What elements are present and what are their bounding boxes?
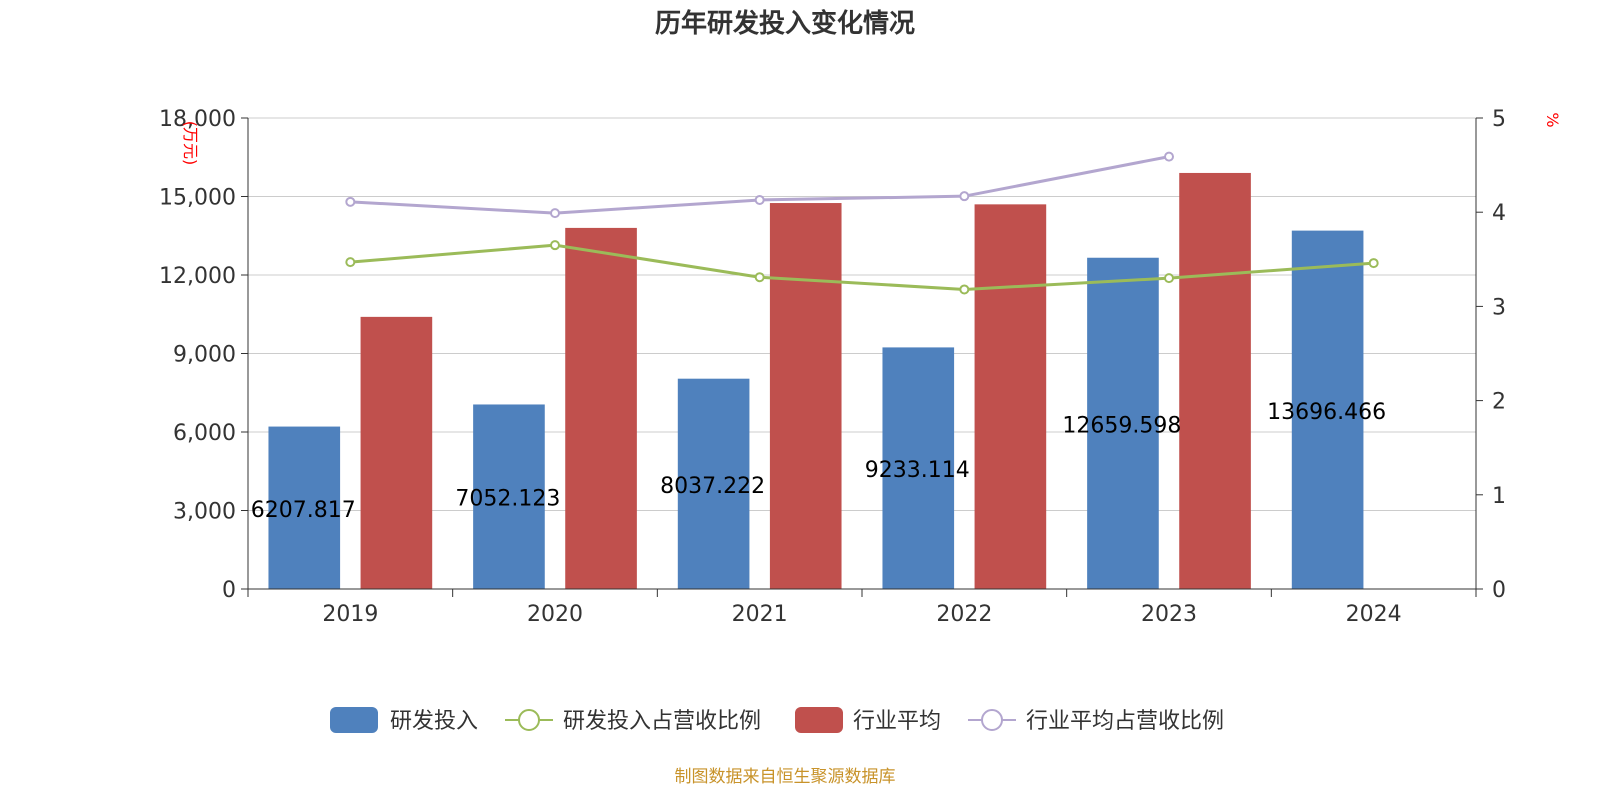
line-point	[754, 272, 765, 283]
legend-label: 研发投入	[390, 709, 478, 734]
legend-swatch-marker	[981, 709, 1003, 731]
y-right-tick-label: 1	[1492, 484, 1506, 509]
y-left-tick-label: 9,000	[173, 343, 236, 368]
bar-rd-2024	[1291, 230, 1364, 590]
bar-rd-2023	[1087, 257, 1159, 589]
x-tick-label: 2020	[527, 602, 583, 627]
bar-rd-2022	[882, 347, 955, 589]
bar-industry-2021	[769, 203, 842, 589]
data-labels: 6207.817 7052.123 8037.222 9233.114 12659.59…	[251, 400, 1386, 523]
x-tick-label: 2024	[1346, 602, 1402, 627]
y-right-tick-label: 0	[1492, 578, 1506, 603]
y-left-tick-label: 0	[222, 578, 236, 603]
gridlines	[248, 117, 1476, 511]
line-point	[550, 208, 560, 219]
bar-rd-2019	[268, 426, 341, 589]
line-point	[1368, 258, 1379, 269]
bar-industry-2023	[1179, 172, 1251, 589]
data-label: 7052.123	[455, 487, 560, 512]
data-label: 13696.466	[1267, 400, 1386, 425]
bar-industry-2019	[360, 316, 433, 589]
y-left-tick-label: 15,000	[159, 186, 236, 211]
lines	[345, 151, 1379, 295]
data-label: 8037.222	[660, 474, 765, 499]
x-tick-label: 2021	[732, 602, 788, 627]
y-left-tick-label: 18,000	[159, 107, 236, 132]
line-point	[1164, 151, 1174, 162]
line-point	[345, 257, 356, 268]
y-right-tick-label: 5	[1492, 107, 1506, 132]
data-label: 12659.598	[1062, 413, 1181, 438]
left-axis-unit: (万元)	[181, 121, 200, 166]
line-series-2	[350, 243, 1374, 291]
legend-label: 行业平均占营收比例	[1026, 709, 1224, 734]
bar-rd-2020	[473, 404, 545, 589]
legend-label: 研发投入占营收比例	[563, 709, 761, 734]
legend: 研发投入 研发投入占营收比例 行业平均 行业平均占营收比例	[330, 707, 1224, 734]
x-tick-label: 2023	[1141, 602, 1197, 627]
legend-swatch-marker	[518, 709, 540, 731]
bar-rd-2021	[677, 378, 750, 589]
y-right-tick-label: 4	[1492, 201, 1506, 226]
line-point	[959, 284, 970, 295]
bar-industry-2022	[974, 204, 1047, 589]
data-label: 9233.114	[865, 458, 970, 483]
y-right-tick-label: 2	[1492, 390, 1506, 415]
x-tick-label: 2019	[322, 602, 378, 627]
bars	[268, 172, 1364, 590]
source-note: 制图数据来自恒生聚源数据库	[675, 767, 896, 787]
x-tick-label: 2022	[936, 602, 992, 627]
legend-label: 行业平均	[853, 709, 941, 734]
data-label: 6207.817	[251, 498, 356, 523]
line-point	[959, 191, 970, 202]
line-point	[345, 196, 356, 207]
chart-title: 历年研发投入变化情况	[655, 8, 915, 39]
y-left-tick-label: 12,000	[159, 264, 236, 289]
y-left-tick-label: 3,000	[173, 500, 236, 525]
axes: 0 3,000 6,000 9,000 12,000 15,000 18,000 0 1 2 3 4 5…	[159, 107, 1506, 627]
legend-swatch-bar	[330, 707, 378, 733]
y-left-tick-label: 6,000	[173, 421, 236, 446]
legend-swatch-bar	[795, 707, 843, 733]
line-point	[1164, 273, 1174, 284]
bar-industry-2020	[565, 227, 637, 589]
right-axis-unit: %	[1543, 112, 1562, 127]
line-point	[754, 194, 765, 205]
y-right-tick-label: 3	[1492, 295, 1506, 320]
line-point	[550, 240, 560, 251]
